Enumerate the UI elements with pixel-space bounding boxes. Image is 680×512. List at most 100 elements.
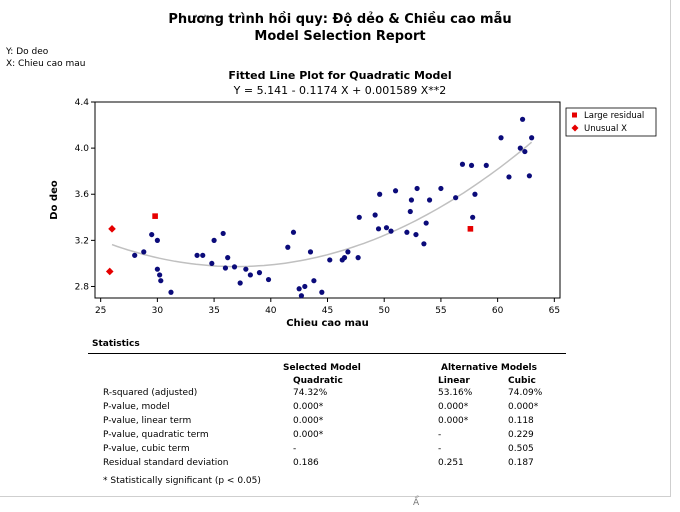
x-tick-label: 55 — [435, 306, 446, 316]
fitted-curve — [111, 141, 533, 268]
alternative-models-header: Alternative Models — [441, 363, 537, 373]
model-header-cubic: Cubic — [508, 376, 536, 386]
data-point — [311, 278, 317, 284]
model-header-linear: Linear — [438, 376, 470, 386]
stat-value-cubic: 0.187 — [508, 458, 534, 468]
data-point — [468, 162, 475, 169]
unusual-x-point — [108, 225, 116, 233]
stat-row-label: P-value, quadratic term — [103, 430, 209, 440]
stat-value-linear: 0.000* — [438, 402, 469, 412]
data-point — [453, 195, 459, 201]
plot-area — [94, 101, 561, 299]
stat-row-label: P-value, linear term — [103, 416, 192, 426]
stat-row-label: Residual standard deviation — [103, 458, 229, 468]
data-point — [243, 266, 249, 272]
data-point — [194, 252, 200, 258]
data-point — [231, 264, 238, 270]
cut-off-text: Ẩ — [413, 498, 420, 508]
data-point — [256, 270, 263, 276]
data-point — [407, 208, 413, 215]
data-point — [472, 191, 478, 197]
data-point — [168, 289, 174, 295]
legend-box — [565, 107, 657, 137]
stat-value-linear: - — [438, 444, 442, 454]
data-point — [519, 116, 526, 122]
data-point — [298, 293, 305, 299]
legend-label: Large residual — [584, 111, 644, 121]
data-point — [302, 283, 308, 290]
data-point — [154, 266, 160, 272]
y-axis-label: Do deo — [49, 180, 60, 220]
stat-value-cubic: 0.000* — [508, 402, 539, 412]
data-point — [200, 252, 206, 258]
data-point — [404, 229, 410, 235]
x-tick-label: 40 — [265, 306, 277, 316]
data-point — [356, 214, 362, 220]
data-point — [149, 231, 155, 238]
x-axis-label: Chieu cao mau — [286, 318, 369, 329]
data-point — [290, 229, 297, 235]
data-point — [506, 174, 512, 180]
unusual-x-point — [105, 267, 114, 276]
data-point — [483, 162, 489, 169]
y-tick-label: 3.6 — [75, 190, 90, 200]
data-point — [222, 265, 229, 271]
data-point — [470, 214, 476, 220]
report-title: Phương trình hồi quy: Độ dẻo & Chiều cao… — [168, 12, 512, 27]
data-point — [375, 226, 382, 232]
stat-value-quadratic: 74.32% — [293, 388, 328, 398]
data-point — [423, 220, 429, 226]
data-point — [211, 237, 217, 243]
data-point — [383, 225, 390, 231]
data-point — [285, 244, 291, 250]
data-point — [529, 135, 535, 141]
model-header-quadratic: Quadratic — [293, 376, 343, 386]
stat-value-cubic: 74.09% — [508, 388, 543, 398]
data-point — [459, 161, 466, 167]
data-point — [296, 286, 302, 292]
stat-value-cubic: 0.118 — [508, 416, 534, 426]
data-point — [158, 278, 164, 284]
data-point — [225, 255, 231, 261]
data-point — [526, 173, 532, 179]
data-point — [355, 255, 361, 261]
fitted-line-plot: 25 30 35 40 45 50 55 60 65 2.8 3.2 3.6 4.0 4.4 Chieu c… — [49, 98, 657, 329]
statistics-heading: Statistics — [92, 339, 140, 349]
data-point — [372, 212, 378, 218]
stat-value-linear: - — [438, 430, 442, 440]
stat-value-quadratic: 0.000* — [293, 430, 324, 440]
stat-value-quadratic: 0.000* — [293, 402, 324, 412]
x-tick-label: 35 — [208, 306, 219, 316]
data-point — [421, 241, 427, 247]
legend-marker-square — [572, 112, 577, 118]
legend-label: Unusual X — [584, 124, 627, 134]
data-point — [209, 260, 215, 267]
y-tick-label: 2.8 — [75, 282, 90, 292]
stat-row-label: P-value, cubic term — [103, 444, 190, 454]
regression-equation: Y = 5.141 - 0.1174 X + 0.001589 X**2 — [233, 84, 447, 97]
stat-value-quadratic: 0.000* — [293, 416, 324, 426]
statistics-divider — [88, 353, 566, 354]
data-point — [345, 249, 351, 255]
data-point — [327, 257, 333, 263]
data-point — [413, 231, 419, 238]
y-tick-label: 4.0 — [75, 144, 90, 154]
x-tick-label: 50 — [378, 306, 390, 316]
y-tick-label: 4.4 — [75, 98, 90, 108]
data-point — [377, 191, 383, 197]
stat-value-quadratic: 0.186 — [293, 458, 319, 468]
stat-value-linear: 53.16% — [438, 388, 473, 398]
data-point — [498, 135, 504, 141]
data-point — [132, 252, 138, 258]
data-point — [341, 255, 348, 261]
x-variable-tag: X: Chieu cao mau — [6, 59, 86, 69]
large-residual-point — [152, 213, 158, 219]
data-point — [522, 148, 528, 155]
plot-title: Fitted Line Plot for Quadratic Model — [228, 69, 452, 82]
significance-footnote: * Statistically significant (p < 0.05) — [103, 476, 261, 486]
stat-value-cubic: 0.229 — [508, 430, 534, 440]
x-tick-label: 45 — [322, 306, 333, 316]
report-subtitle: Model Selection Report — [254, 29, 426, 44]
data-point — [265, 276, 272, 283]
y-tick-label: 3.2 — [75, 236, 89, 246]
